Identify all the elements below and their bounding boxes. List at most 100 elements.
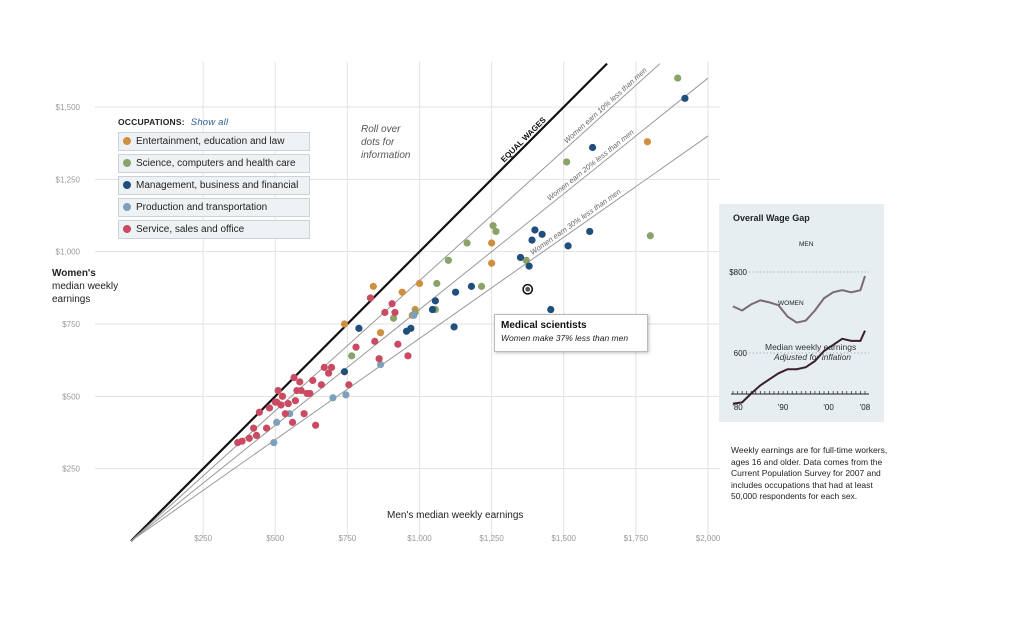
data-point (245, 434, 253, 442)
tooltip-note: Women make 37% less than men (501, 333, 629, 343)
x-tick-label: $1,000 (407, 534, 432, 543)
data-point (262, 424, 271, 432)
data-point (388, 300, 396, 308)
roll-over-note-line-1: Roll over (361, 124, 401, 135)
data-point (586, 227, 594, 236)
data-point (320, 363, 328, 371)
roll-over-note-line-2: dots for (361, 137, 395, 148)
legend-item-label: Production and transportation (136, 202, 268, 213)
data-point (291, 397, 300, 405)
data-point (340, 368, 349, 376)
data-point (589, 143, 597, 152)
inset-x-tick-label: '90 (778, 403, 789, 412)
data-point (348, 352, 356, 360)
x-tick-label: $500 (266, 534, 284, 543)
data-point (431, 297, 439, 305)
x-tick-label: $1,250 (479, 534, 504, 543)
inset-women-line (732, 330, 866, 405)
highlight-tooltip: Medical scientists Women make 37% less t… (494, 314, 648, 352)
show-all-link[interactable]: Show all (190, 117, 229, 128)
data-point (296, 378, 304, 386)
legend-item-management[interactable]: Management, business and financial (118, 176, 310, 195)
data-point (528, 236, 536, 244)
data-point (489, 222, 497, 230)
y-axis-label-line-1: Women's (52, 268, 96, 279)
data-point (415, 279, 424, 288)
inset-y-tick-label: 600 (734, 349, 748, 358)
legend-item-service[interactable]: Service, sales and office (118, 220, 310, 239)
data-point (681, 94, 689, 102)
legend-item-label: Entertainment, education and law (136, 136, 285, 147)
reference-lines (130, 62, 709, 542)
data-point (451, 288, 460, 296)
data-point (376, 329, 385, 337)
data-point (281, 410, 289, 418)
equal-wages-line (130, 62, 608, 542)
inset-title: Overall Wage Gap (733, 213, 810, 223)
data-point (376, 360, 385, 369)
legend-dot-icon (123, 181, 131, 189)
data-point (375, 355, 383, 363)
data-point (463, 239, 471, 247)
x-axis-label: Men's median weekly earnings (387, 510, 523, 521)
data-point (284, 399, 292, 408)
data-point (450, 323, 458, 331)
data-point (306, 389, 314, 398)
reference-line (130, 63, 661, 542)
legend-item-science[interactable]: Science, computers and health care (118, 154, 310, 173)
data-point (525, 262, 533, 270)
data-point (531, 226, 539, 234)
legend-dot-icon (123, 225, 131, 233)
highlight-point (522, 283, 534, 295)
data-point (325, 369, 333, 377)
y-tick-labels: $250 $500 $750 $1,000 $1,250 $1,500 (56, 103, 81, 474)
data-point (355, 324, 363, 332)
data-point (340, 320, 349, 328)
inset-x-tick-label: '08 (860, 403, 871, 412)
reference-line (130, 135, 709, 542)
equal-wages-label: EQUAL WAGES (499, 115, 548, 164)
y-tick-label: $1,000 (56, 248, 81, 257)
reference-line-label: Women earn 20% less than men (545, 128, 636, 203)
data-point (643, 138, 652, 146)
y-tick-label: $1,500 (56, 103, 81, 112)
reference-line-label: Women earn 30% less than men (528, 187, 622, 257)
x-tick-label: $250 (194, 534, 212, 543)
data-point (389, 314, 398, 322)
legend-dot-icon (123, 159, 131, 167)
legend-title: OCCUPATIONS: (118, 117, 185, 127)
data-point (394, 340, 402, 348)
data-point (274, 386, 282, 395)
data-point (309, 376, 317, 385)
inset-caption-line-2: Adjusted for inflation (773, 352, 851, 362)
data-point (428, 305, 437, 314)
data-point (252, 431, 261, 439)
x-tick-label: $2,000 (696, 534, 721, 543)
data-point (381, 308, 389, 317)
legend-header: OCCUPATIONS: Show all (118, 117, 310, 128)
inset-chart: Overall Wage Gap $800600400200 '80'90'00… (729, 213, 871, 520)
y-tick-label: $1,250 (56, 175, 81, 184)
inset-x-tick-labels: '80 '90 '00 '08 (732, 403, 870, 412)
data-point (547, 305, 555, 314)
legend-dot-icon (123, 137, 131, 145)
legend-item-production[interactable]: Production and transportation (118, 198, 310, 217)
data-notes: Weekly earnings are for full-time worker… (731, 445, 888, 501)
data-point (433, 279, 441, 288)
data-point (312, 421, 320, 429)
inset-y-tick-label: $800 (729, 268, 747, 277)
data-point (327, 363, 336, 371)
inset-caption-line-1: Median weekly earnings (765, 342, 856, 352)
data-point (288, 418, 297, 426)
data-point (391, 308, 399, 317)
legend-item-entertainment[interactable]: Entertainment, education and law (118, 132, 310, 151)
data-point (352, 343, 360, 351)
data-point (563, 158, 571, 166)
y-tick-label: $750 (62, 320, 80, 329)
data-point (488, 259, 496, 267)
data-point (410, 311, 418, 319)
data-point (564, 242, 572, 250)
y-tick-label: $500 (62, 392, 80, 401)
data-point (345, 381, 353, 389)
